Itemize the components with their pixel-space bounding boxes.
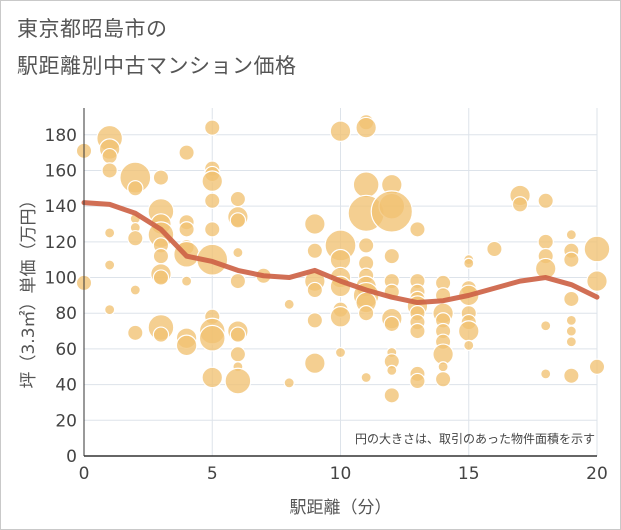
data-bubble [152, 326, 170, 343]
data-bubble [127, 324, 144, 342]
data-bubble [127, 230, 144, 247]
data-bubble [357, 237, 375, 254]
data-bubble [586, 270, 608, 292]
data-bubble [383, 387, 400, 404]
data-bubble [334, 346, 347, 359]
y-axis-title: 坪（3.3㎡）単価（万円） [19, 191, 39, 388]
data-bubble [563, 367, 580, 384]
data-bubble [437, 361, 449, 373]
data-bubble [152, 169, 170, 186]
data-bubble [565, 325, 577, 337]
data-bubble [224, 367, 252, 395]
data-bubble [565, 229, 577, 241]
y-tick-label: 0 [66, 447, 77, 467]
data-bubble [232, 246, 244, 259]
chart-title-line2: 駅距離別中古マンション価格 [17, 54, 297, 78]
y-tick-label: 160 [45, 161, 77, 181]
data-bubble [370, 190, 413, 233]
data-bubble [540, 368, 552, 380]
x-tick-label: 0 [79, 464, 90, 484]
data-bubble [306, 281, 324, 299]
data-bubble [101, 162, 118, 179]
data-bubble [175, 334, 198, 357]
data-bubble [463, 339, 475, 351]
data-bubble [104, 227, 116, 239]
data-bubble [329, 305, 352, 328]
data-bubble [457, 320, 480, 342]
data-bubble [357, 305, 375, 322]
data-bubble [583, 235, 611, 263]
data-bubble [306, 312, 324, 329]
data-bubble [565, 336, 577, 348]
data-bubble [229, 346, 247, 363]
data-bubble [129, 284, 141, 296]
data-bubble [178, 144, 195, 161]
data-bubble [152, 247, 170, 265]
data-bubble [537, 192, 554, 209]
data-bubble [304, 213, 326, 235]
data-bubble [178, 221, 195, 238]
x-tick-label: 15 [458, 464, 480, 484]
data-bubble [537, 233, 554, 251]
y-tick-label: 20 [55, 411, 77, 431]
data-bubble [204, 192, 221, 209]
x-axis-title: 駅距離（分） [290, 498, 392, 518]
x-tick-label: 5 [207, 464, 218, 484]
data-bubble [229, 272, 247, 290]
data-bubble [486, 240, 503, 258]
data-bubble [306, 242, 324, 259]
data-bubble [152, 269, 170, 286]
data-bubble [409, 322, 426, 340]
data-bubble [563, 290, 580, 308]
data-bubble [565, 314, 577, 326]
data-bubble [204, 221, 221, 238]
data-bubble [127, 180, 144, 197]
data-bubble [104, 304, 116, 316]
data-bubble [101, 147, 118, 165]
x-tick-label: 10 [330, 464, 352, 484]
y-tick-label: 60 [55, 340, 77, 360]
y-tick-label: 120 [45, 233, 77, 253]
y-tick-label: 80 [55, 304, 77, 324]
data-bubble [229, 212, 247, 229]
data-bubble [229, 190, 247, 208]
data-bubble [229, 326, 247, 343]
data-bubble [540, 320, 552, 332]
data-bubble [283, 377, 295, 389]
data-bubble [463, 257, 475, 269]
data-bubble [201, 366, 224, 389]
data-bubble [383, 247, 400, 265]
data-bubble [511, 196, 529, 213]
data-bubble [181, 275, 193, 287]
data-bubble [563, 251, 580, 268]
data-bubble [360, 371, 372, 384]
y-tick-label: 40 [55, 376, 77, 396]
trend-line [81, 200, 600, 306]
data-bubble [104, 259, 116, 271]
data-bubble [201, 170, 224, 192]
data-bubble [383, 315, 400, 333]
data-bubble [304, 352, 326, 374]
data-bubble [352, 171, 380, 199]
data-bubble [204, 119, 221, 136]
data-bubble [355, 116, 377, 139]
data-bubble [329, 120, 352, 142]
data-bubble [409, 372, 426, 390]
bubble-size-note: 円の大きさは、取引のあった物件面積を示す [355, 431, 595, 446]
y-tick-label: 140 [45, 197, 77, 217]
y-tick-label: 100 [45, 269, 77, 289]
x-tick-label: 20 [586, 464, 608, 484]
data-bubble [409, 221, 426, 238]
data-bubble [386, 364, 398, 376]
data-bubble [198, 324, 226, 352]
data-bubble [434, 371, 452, 388]
data-bubble [283, 298, 295, 310]
y-tick-label: 180 [45, 126, 77, 146]
chart-title-line1: 東京都昭島市の [17, 17, 168, 41]
data-bubble [588, 358, 606, 375]
